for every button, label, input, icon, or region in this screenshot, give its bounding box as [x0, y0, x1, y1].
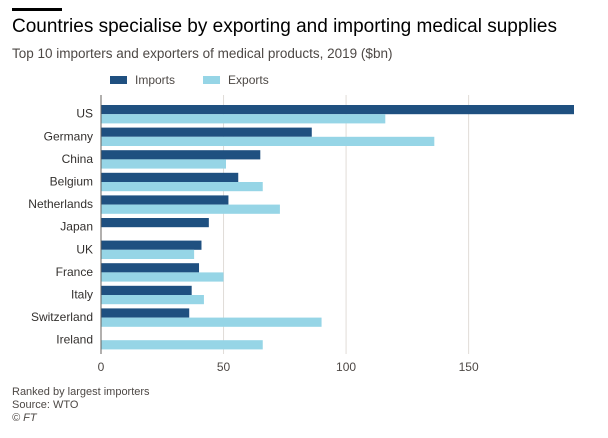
bar-imports-netherlands — [101, 195, 229, 205]
chart-subtitle: Top 10 importers and exporters of medica… — [12, 46, 393, 61]
x-tick-label: 100 — [336, 360, 356, 374]
bar-exports-us — [101, 114, 386, 124]
bar-exports-uk — [101, 249, 195, 259]
bar-imports-germany — [101, 127, 312, 137]
bar-imports-us — [101, 105, 574, 115]
category-label: Italy — [71, 288, 93, 302]
legend-label-exports: Exports — [228, 73, 269, 87]
bar-exports-china — [101, 159, 226, 169]
x-tick-label: 50 — [217, 360, 231, 374]
bar-imports-uk — [101, 240, 202, 250]
bar-imports-italy — [101, 285, 192, 295]
bar-exports-netherlands — [101, 204, 280, 214]
category-label: UK — [76, 242, 93, 256]
title-rule — [12, 8, 62, 11]
legend-label-imports: Imports — [135, 73, 176, 87]
legend-item-imports: Imports — [110, 73, 175, 87]
category-label: Japan — [60, 220, 93, 234]
bar-exports-germany — [101, 136, 435, 146]
bar-imports-switzerland — [101, 308, 190, 318]
x-tick-label: 150 — [459, 360, 479, 374]
legend-swatch-exports — [203, 76, 221, 84]
bar-imports-china — [101, 150, 261, 160]
category-label: Netherlands — [28, 197, 93, 211]
category-label: Ireland — [56, 333, 93, 347]
bar-exports-italy — [101, 295, 204, 305]
x-tick-label: 0 — [98, 360, 105, 374]
chart-title: Countries specialise by exporting and im… — [12, 16, 557, 37]
category-label: Belgium — [50, 175, 93, 189]
legend: Imports Exports — [110, 73, 297, 87]
bar-exports-france — [101, 272, 224, 282]
category-label: Switzerland — [31, 310, 93, 324]
bar-exports-belgium — [101, 182, 263, 192]
category-label: France — [56, 265, 94, 279]
category-label: US — [76, 107, 93, 121]
bar-imports-france — [101, 263, 200, 273]
bar-exports-ireland — [101, 340, 263, 350]
chart-source: Source: WTO — [12, 399, 79, 411]
category-label: China — [62, 152, 94, 166]
legend-swatch-imports — [110, 76, 127, 84]
chart-note: Ranked by largest importers — [12, 386, 150, 398]
bar-exports-switzerland — [101, 317, 322, 327]
bar-imports-belgium — [101, 172, 239, 182]
category-label: Germany — [44, 129, 93, 143]
legend-item-exports: Exports — [203, 73, 269, 87]
chart-credit: © FT — [12, 412, 37, 424]
bar-imports-japan — [101, 218, 209, 228]
bar-chart: 0 50 100 150 US Germany China Belgium Netherland… — [28, 95, 574, 374]
